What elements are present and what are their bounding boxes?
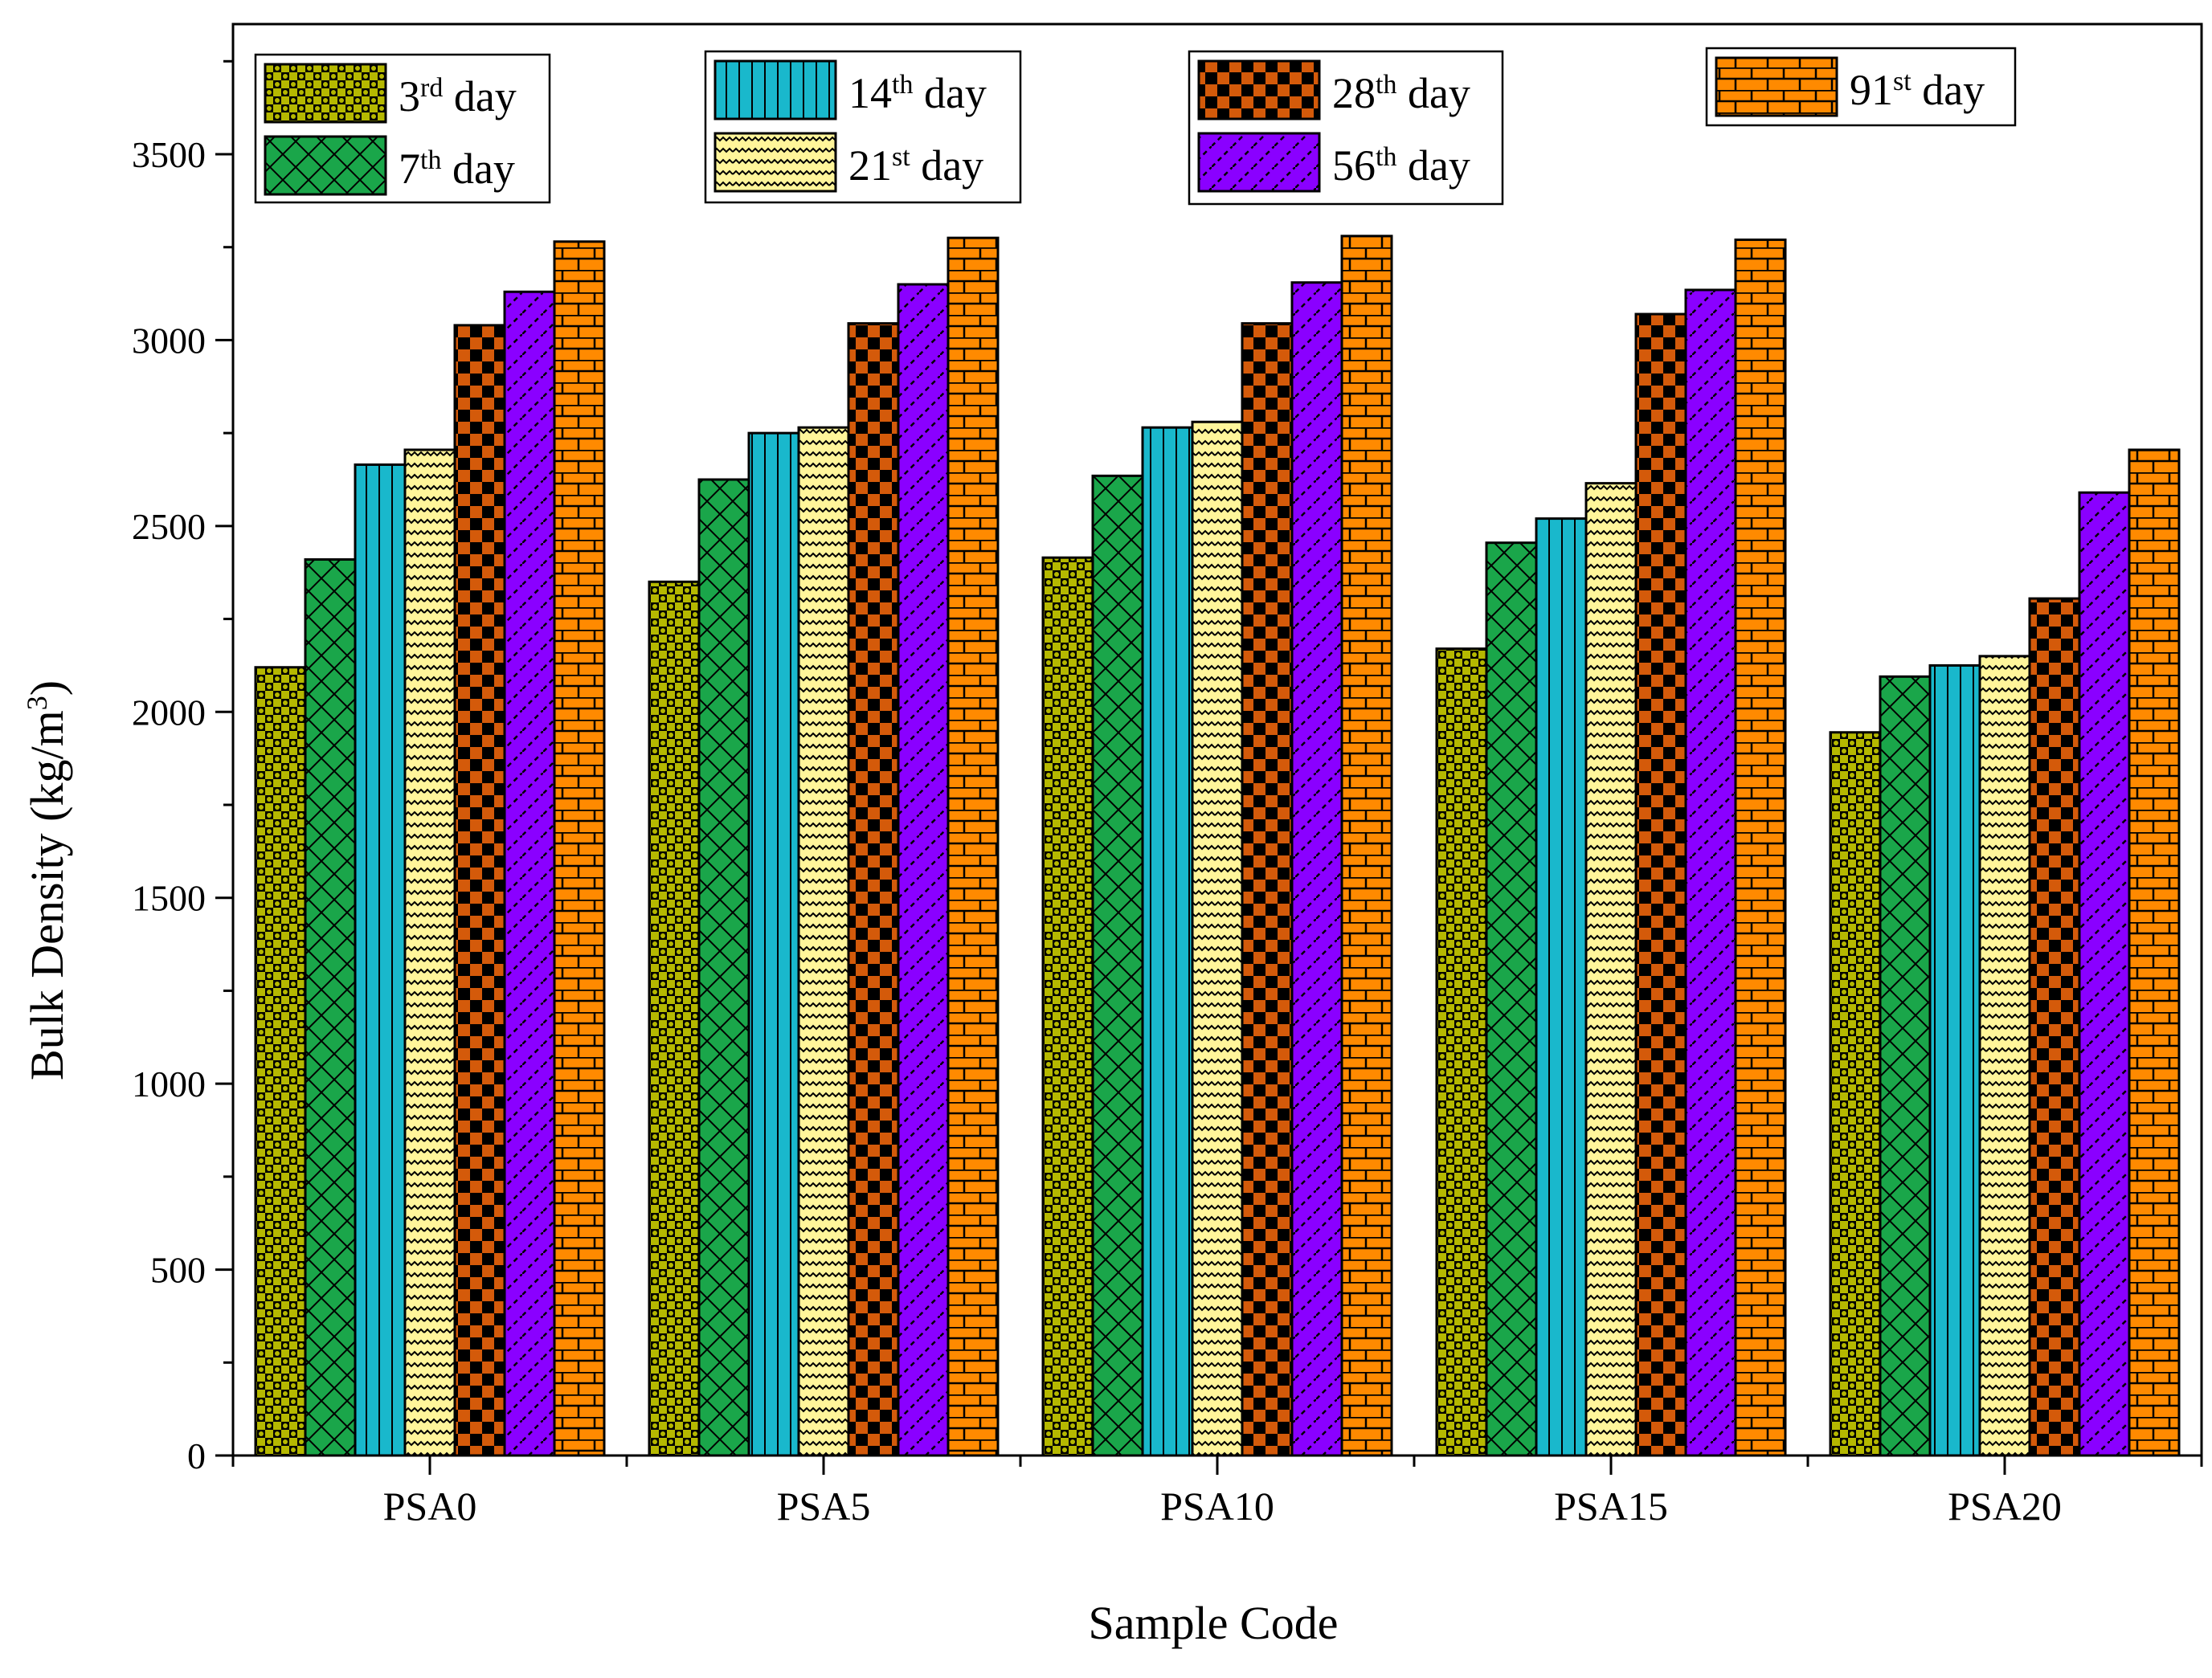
bar-psa20-series-1: [1879, 675, 1932, 1457]
bar-psa0-series-3: [403, 448, 456, 1457]
legend-swatch-14th: [713, 59, 837, 120]
bars: [254, 235, 2181, 1457]
bar-psa20-series-6: [2128, 448, 2181, 1457]
legend-swatch-3rd: [264, 63, 387, 124]
bar-psa5-series-3: [797, 426, 850, 1457]
bar-psa10-series-6: [1340, 235, 1393, 1457]
x-tick-label-psa10: PSA10: [1160, 1484, 1274, 1529]
legend-swatch-91st: [1715, 56, 1838, 117]
y-axis-title-main: Bulk Density (kg/m: [21, 710, 73, 1080]
y-tick-label-500: 500: [150, 1250, 206, 1291]
bar-psa10-series-0: [1041, 556, 1094, 1457]
legend-label-14th: 14th day: [848, 69, 987, 117]
axes: 0 500 1000 1500 2000 2500 3000 3500 PSA0 PSA5 PSA1…: [132, 22, 2203, 1529]
bar-psa5-series-0: [648, 580, 701, 1457]
legend-label-7th: 7th day: [399, 145, 515, 193]
bar-psa20-series-5: [2078, 491, 2131, 1457]
legend-label-91st: 91st day: [1850, 66, 1985, 114]
y-axis-title: Bulk Density (kg/m3): [21, 680, 73, 1080]
legend-label-28th: 28th day: [1332, 69, 1470, 117]
legend: 3rd day 7th day 14th day 21st day 28th day 56…: [254, 47, 2017, 206]
bar-psa15-series-2: [1535, 517, 1588, 1457]
bar-psa0-series-0: [254, 666, 307, 1457]
bar-psa5-series-1: [697, 478, 750, 1457]
bar-psa5-series-2: [747, 431, 800, 1457]
y-tick-label-3500: 3500: [132, 134, 206, 175]
bar-psa20-series-2: [1928, 663, 1981, 1457]
bar-psa20-series-4: [2028, 597, 2081, 1457]
bar-psa15-series-6: [1734, 238, 1787, 1457]
x-tick-label-psa15: PSA15: [1554, 1484, 1668, 1529]
bar-psa15-series-4: [1634, 312, 1687, 1457]
y-tick-label-2000: 2000: [132, 692, 206, 733]
bar-psa0-series-4: [453, 324, 506, 1457]
bar-psa10-series-5: [1290, 281, 1343, 1457]
bar-psa0-series-5: [503, 290, 556, 1457]
bar-psa5-series-4: [847, 322, 900, 1457]
legend-swatch-21st: [713, 132, 837, 193]
legend-label-3rd: 3rd day: [399, 72, 517, 120]
legend-label-56th: 56th day: [1332, 141, 1470, 190]
bar-psa5-series-6: [947, 236, 1000, 1457]
bar-psa0-series-1: [304, 558, 357, 1457]
bar-psa5-series-5: [897, 283, 950, 1457]
bar-psa20-series-3: [1978, 655, 2031, 1457]
bar-psa10-series-1: [1091, 474, 1144, 1457]
x-axis-title: Sample Code: [1089, 1597, 1339, 1649]
bar-psa15-series-1: [1485, 541, 1538, 1457]
bar-psa10-series-4: [1241, 322, 1294, 1457]
legend-swatch-28th: [1197, 59, 1321, 120]
bar-psa0-series-2: [354, 463, 407, 1457]
x-tick-label-psa0: PSA0: [383, 1484, 477, 1529]
y-tick-label-2500: 2500: [132, 506, 206, 547]
y-tick-label-1500: 1500: [132, 878, 206, 919]
y-tick-label-0: 0: [187, 1435, 206, 1476]
bar-psa10-series-3: [1191, 420, 1244, 1457]
y-axis-title-sup: 3: [21, 696, 53, 710]
y-tick-label-3000: 3000: [132, 320, 206, 361]
bar-psa10-series-2: [1141, 426, 1194, 1457]
legend-label-21st: 21st day: [848, 141, 983, 190]
y-axis-title-close: ): [21, 680, 73, 696]
legend-swatch-56th: [1197, 132, 1321, 193]
x-tick-label-psa5: PSA5: [777, 1484, 871, 1529]
legend-swatch-7th: [264, 135, 387, 196]
bar-psa15-series-0: [1435, 647, 1488, 1457]
bar-psa15-series-3: [1584, 482, 1638, 1457]
bar-psa15-series-5: [1684, 288, 1737, 1457]
bar-psa0-series-6: [553, 240, 606, 1457]
x-tick-label-psa20: PSA20: [1948, 1484, 2062, 1529]
bar-psa20-series-0: [1829, 731, 1882, 1457]
y-tick-label-1000: 1000: [132, 1064, 206, 1104]
